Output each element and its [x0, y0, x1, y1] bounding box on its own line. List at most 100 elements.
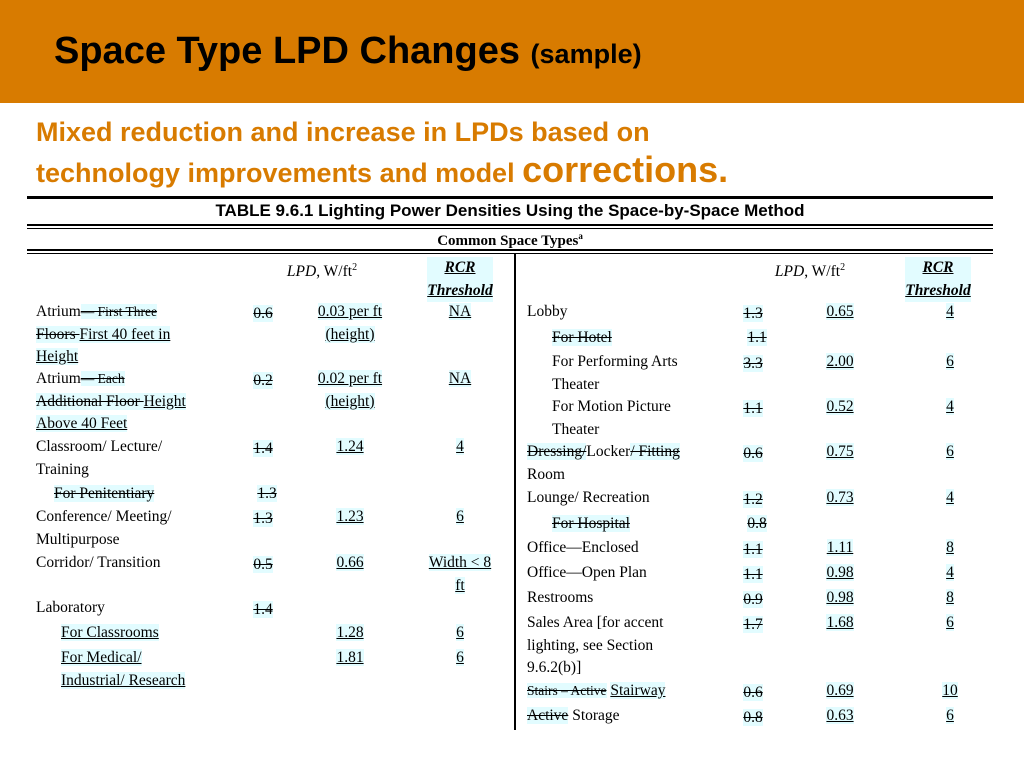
rcr-value: 6 — [410, 647, 510, 670]
cell-text: Sales Area [for accent — [527, 614, 664, 631]
table-rule — [27, 253, 993, 254]
header-rcr-line2: Threshold — [905, 281, 971, 299]
cell-text: For Motion Picture — [552, 398, 671, 415]
inserted-text: Stairway — [610, 682, 666, 699]
old-lpd: 1.4 — [240, 599, 286, 622]
space-type-lab-classrooms: For Classrooms — [61, 622, 159, 645]
header-rcr-cell: RCR Threshold — [905, 257, 971, 302]
space-type-conference: Conference/ Meeting/Multipurpose — [36, 506, 172, 551]
subtitle-line-1: Mixed reduction and increase in LPDs bas… — [36, 117, 650, 147]
old-value: 0.8 — [747, 515, 767, 532]
rcr-text: 4 — [456, 438, 464, 455]
table-rule — [27, 249, 993, 251]
header-lpd-unit: , W/ft — [804, 263, 841, 281]
new-value: 0.65 — [826, 303, 854, 320]
new-lpd: 1.23 — [295, 506, 405, 529]
new-lpd: 1.28 — [295, 622, 405, 645]
table-rule — [27, 224, 993, 226]
old-value: 1.4 — [253, 440, 273, 457]
old-lpd: 1.3 — [244, 483, 290, 506]
old-value: 3.3 — [743, 355, 763, 372]
rcr-text: 6 — [946, 353, 954, 370]
old-lpd: 1.1 — [730, 398, 776, 421]
old-value: 1.7 — [743, 616, 763, 633]
subtitle-emphasis: corrections. — [522, 149, 729, 190]
old-value: 0.8 — [743, 709, 763, 726]
new-value: 0.52 — [826, 398, 854, 415]
deleted-text: — First Three — [80, 304, 158, 319]
slide-subtitle: Mixed reduction and increase in LPDs bas… — [36, 113, 996, 192]
new-lpd: 0.73 — [790, 487, 890, 510]
deleted-text: Dressing/ — [527, 443, 587, 460]
slide-title-note: (sample) — [530, 39, 642, 69]
rcr-text: NA — [448, 303, 472, 320]
rcr-text: 6 — [946, 443, 954, 460]
deleted-text: Stairs – Active — [527, 683, 607, 698]
new-lpd: 0.03 per ft (height) — [295, 301, 405, 346]
header-lpd-left: LPD, W/ft2 — [252, 257, 392, 284]
space-type-office-open-plan: Office—Open Plan — [527, 562, 647, 585]
slide-title: Space Type LPD Changes (sample) — [54, 30, 642, 73]
cell-text: 9.6.2(b)] — [527, 659, 582, 676]
new-lpd: 0.69 — [790, 680, 890, 703]
new-lpd: 0.75 — [790, 441, 890, 464]
old-value: 0.2 — [253, 372, 273, 389]
new-value: (height) — [325, 392, 375, 410]
new-value: 0.69 — [826, 682, 854, 699]
space-type-penitentiary: For Penitentiary — [54, 483, 155, 506]
rcr-value: 4 — [900, 487, 1000, 510]
rcr-text: 6 — [946, 614, 954, 631]
cell-text: Room — [527, 465, 565, 483]
new-value: 0.66 — [336, 554, 364, 571]
new-lpd: 0.98 — [790, 587, 890, 610]
common-space-types: Common Space Typesa — [27, 231, 993, 250]
inserted-text: For Medical/ — [61, 649, 142, 666]
new-value: 1.28 — [336, 624, 364, 641]
new-lpd: 1.24 — [295, 436, 405, 459]
header-lpd-unit: , W/ft — [316, 263, 353, 281]
header-lpd-sup: 2 — [840, 262, 846, 273]
header-rcr-line1: RCR — [444, 259, 476, 276]
new-value: 1.23 — [336, 508, 364, 525]
rcr-value: 4 — [900, 396, 1000, 419]
space-type-storage: Active Storage — [527, 705, 620, 728]
new-value: 0.73 — [826, 489, 854, 506]
rcr-text: ft — [455, 576, 465, 594]
rcr-value: 6 — [410, 506, 510, 529]
common-space-types-label: Common Space Types — [437, 233, 579, 249]
new-lpd: 0.65 — [790, 301, 890, 324]
table-title: TABLE 9.6.1 Lighting Power Densities Usi… — [215, 201, 805, 220]
deleted-text: — Each — [80, 371, 125, 386]
old-lpd: 0.6 — [730, 682, 776, 705]
old-value: 1.1 — [743, 400, 763, 417]
cell-text: Office—Open Plan — [527, 564, 647, 581]
space-type-performing-arts: For Performing Arts Theater — [552, 351, 678, 396]
cell-text: Theater — [552, 420, 600, 438]
subtitle-line-2-text: technology improvements and model — [36, 158, 523, 188]
old-lpd: 0.9 — [730, 589, 776, 612]
rcr-text: 4 — [946, 564, 954, 581]
cell-text: Corridor/ Transition — [36, 554, 161, 571]
old-lpd: 3.3 — [730, 353, 776, 376]
deleted-text: Floors — [36, 325, 80, 343]
deleted-text: Additional Floor — [36, 392, 144, 410]
space-type-sales-area: Sales Area [for accent lighting, see Sect… — [527, 612, 663, 680]
column-divider — [514, 254, 516, 730]
subtitle-line-2: technology improvements and model correc… — [36, 151, 996, 192]
inserted-text: First 40 feet in — [79, 325, 171, 343]
old-value: 0.6 — [253, 305, 273, 322]
rcr-value: 8 — [900, 537, 1000, 560]
space-type-corridor: Corridor/ Transition — [36, 552, 160, 575]
space-type-lounge-hospital: For Hospital — [552, 513, 630, 536]
rcr-value: 8 — [900, 587, 1000, 610]
new-value: 1.81 — [336, 649, 364, 666]
inserted-text: Height — [36, 348, 79, 365]
title-banner — [0, 0, 1024, 103]
old-value: 1.1 — [743, 541, 763, 558]
rcr-text: 4 — [946, 303, 954, 320]
rcr-text: 10 — [942, 682, 958, 699]
space-type-atrium-first: Atrium— First Three Floors First 40 feet… — [36, 301, 171, 369]
rcr-text: 8 — [946, 589, 954, 606]
old-value: 1.4 — [253, 601, 273, 618]
new-value: (height) — [325, 325, 375, 343]
